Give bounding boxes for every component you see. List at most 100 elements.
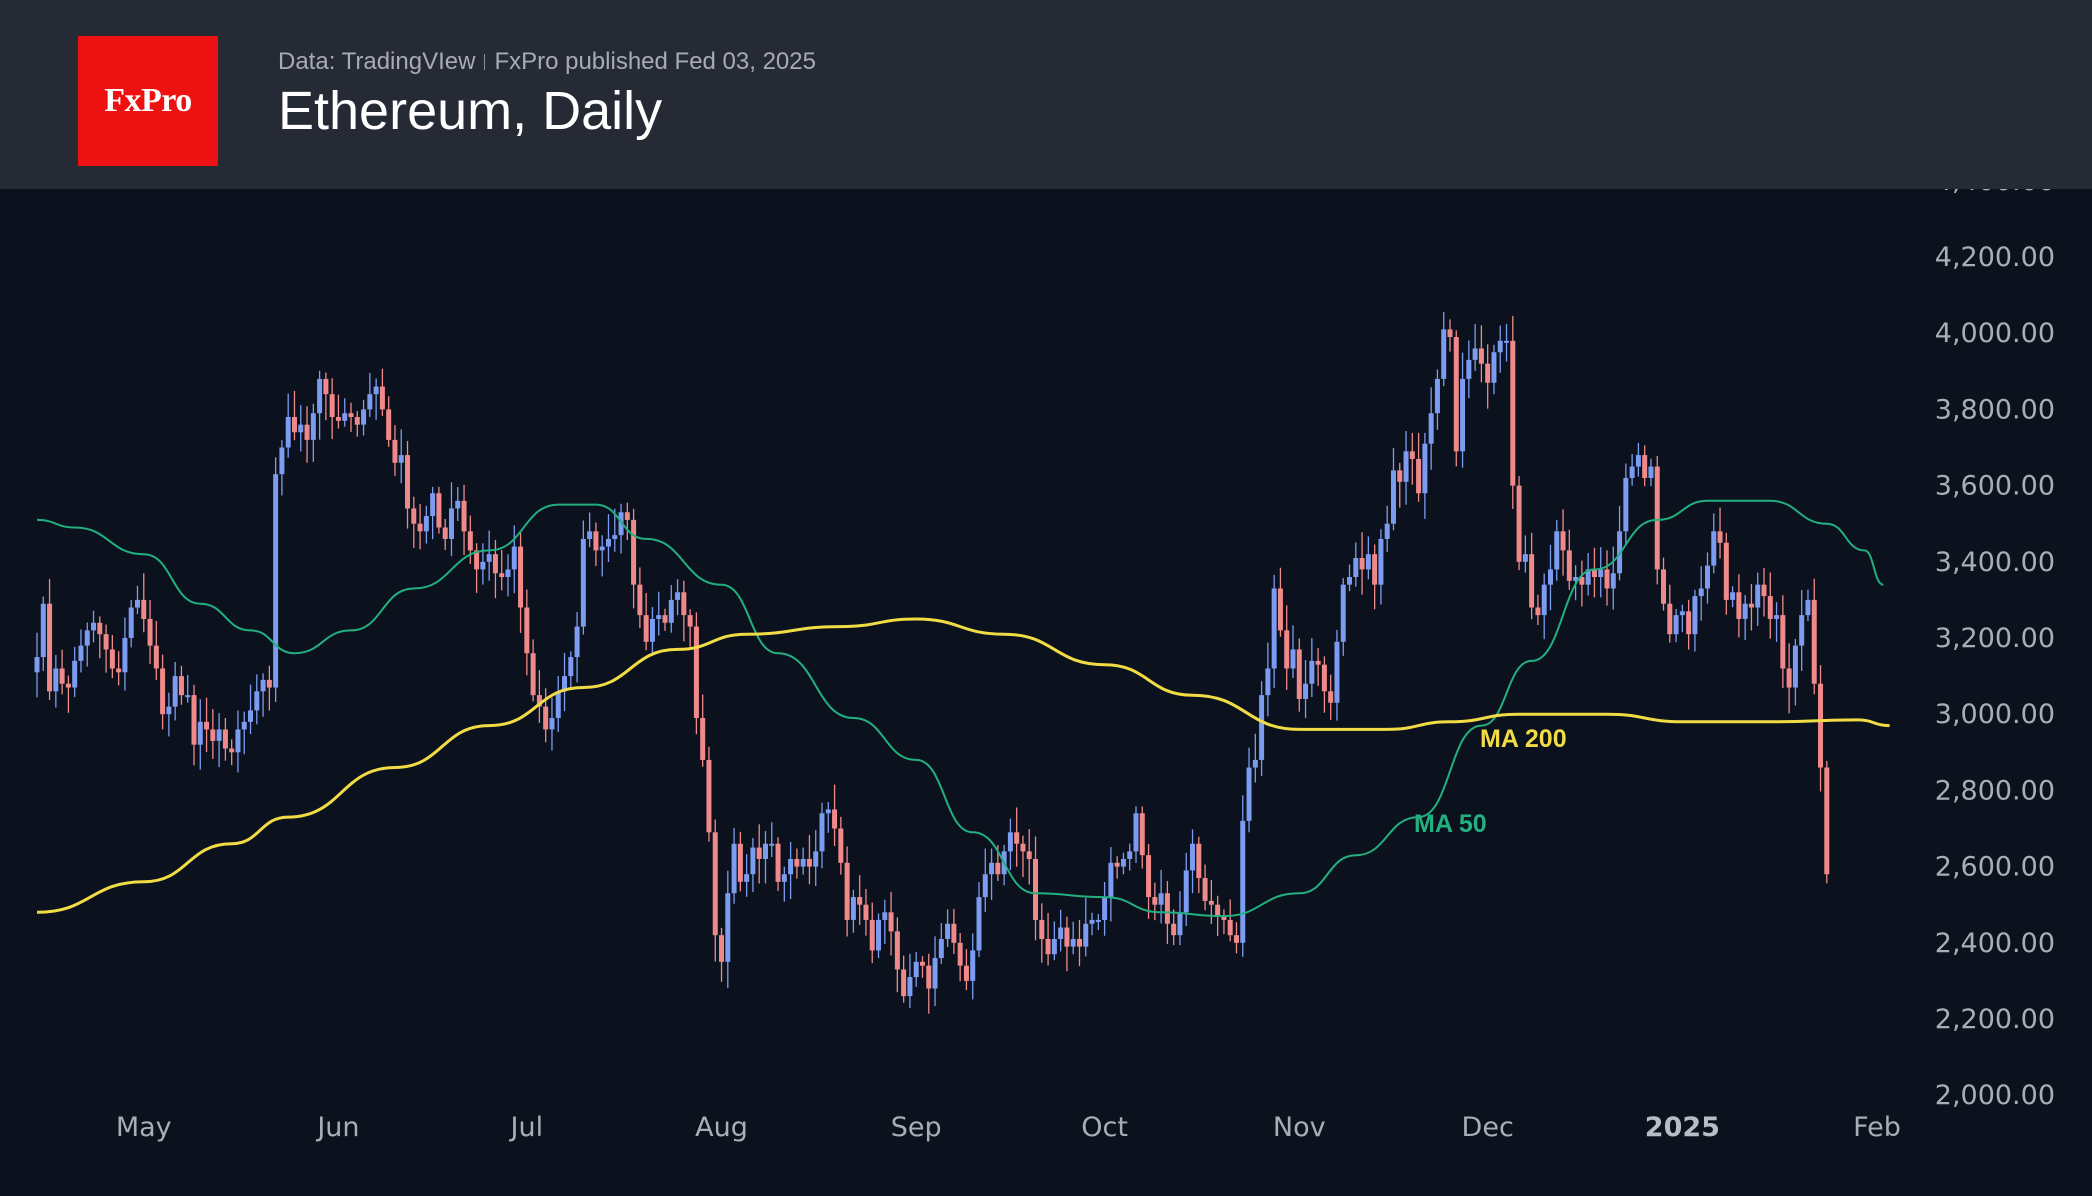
candle-body [857,897,863,905]
candle [838,816,844,875]
candle-body [1290,649,1296,669]
candle [392,425,398,477]
candle-body [982,874,988,898]
candle-body [1792,645,1798,688]
candle [945,909,951,947]
candle [153,620,159,680]
candle [982,848,988,912]
candle-body [1064,927,1070,947]
candle-body [1686,611,1692,635]
candle [423,505,429,544]
candle [348,402,354,432]
candle-body [417,523,423,532]
candle [1761,567,1767,617]
candle [832,784,838,846]
candle [103,624,109,673]
candle-body [47,603,53,692]
candle [844,846,850,937]
candle-body [1007,832,1013,852]
candle [1554,520,1560,581]
candle [235,710,241,773]
candle-body [825,809,831,814]
y-tick-label: 4,200.00 [1935,242,2055,273]
candle [97,616,103,659]
candle-body [1711,531,1717,566]
candle [254,674,260,725]
candle-body [1661,569,1667,604]
candle [499,549,505,591]
candle-body [1277,588,1283,631]
candle-body [1497,340,1503,353]
candle-body [1623,477,1629,532]
candle-body [1139,813,1145,856]
candle [1409,432,1415,485]
candle [172,661,178,721]
candle [1397,462,1403,508]
candle [304,406,310,463]
candle [1095,914,1101,930]
candle [668,585,674,633]
candle [134,585,140,615]
y-tick-label: 2,600.00 [1935,852,2055,883]
x-tick-label: Sep [891,1112,942,1143]
candle [1704,552,1710,604]
candle-body [1309,660,1315,684]
candle-body [1095,919,1101,922]
candle [1642,445,1648,487]
candle [197,699,203,770]
ma50-line [36,499,1884,918]
candle [1378,529,1384,605]
candle [1076,920,1082,967]
candle [876,913,882,959]
candle-body [492,554,498,574]
x-tick-label: 2025 [1645,1112,1720,1143]
candle-body [166,706,172,715]
candle-body [932,958,938,989]
candle-body [1579,577,1585,585]
candle [643,593,649,651]
candle-body [499,573,505,578]
candle-body [235,729,241,753]
candle-body [1108,862,1114,898]
candle-body [210,729,216,741]
candle-body [1240,820,1246,943]
candle-body [1120,858,1126,867]
candle-body [442,527,448,539]
candles-layer [34,311,1830,1014]
candle [461,484,467,555]
candle [1617,505,1623,581]
candle-body [719,935,725,962]
candle-body [1215,904,1221,917]
candle [775,837,781,891]
candle [1516,476,1522,571]
candle-body [562,676,568,692]
x-tick-label: Oct [1081,1112,1128,1143]
candle [1296,638,1302,712]
candle-body [555,691,561,719]
candle-body [298,424,304,433]
candle [1698,566,1704,621]
candle-body [91,622,97,631]
candle [442,518,448,550]
candle-body [963,965,969,981]
candle-body [1171,923,1177,936]
candle-body [1679,611,1685,616]
candle-body [373,386,379,395]
candle [1466,340,1472,399]
candle [706,746,712,842]
y-tick-label: 3,400.00 [1935,547,2055,578]
candle-body [260,679,266,692]
candle [599,535,605,577]
candle [762,831,768,884]
candle [731,827,737,904]
candle-body [888,912,894,932]
candle [1051,921,1057,961]
candle [222,717,228,761]
candle [1786,643,1792,714]
candle [1271,574,1277,688]
candle [938,922,944,964]
candle-body [291,417,297,433]
chart-header: FxPro Data: TradingVIew FxPro published F… [0,0,2092,189]
candle [317,370,323,440]
